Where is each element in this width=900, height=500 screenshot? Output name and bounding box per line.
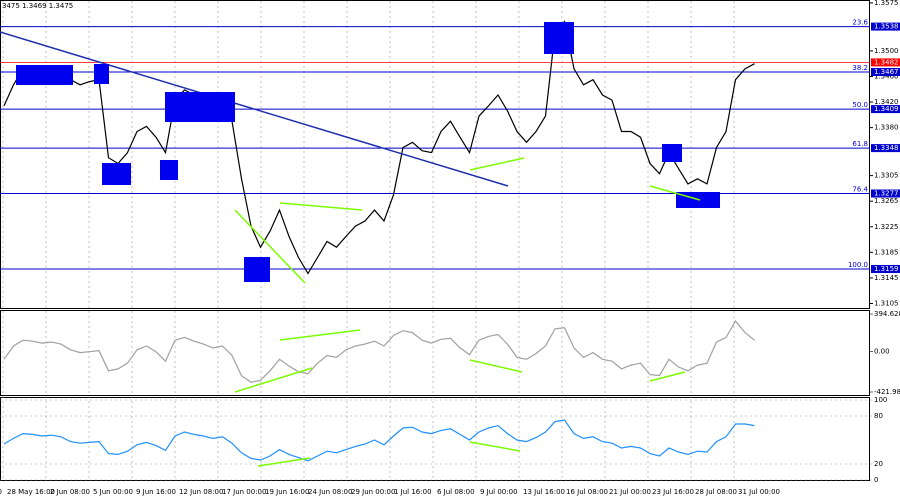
level-label: 76.4 (852, 186, 868, 194)
x-tick-label: 31 Jul 00:00 (738, 488, 780, 496)
x-tick-label: 28 Jul 08:00 (695, 488, 737, 496)
trend-line (0, 31, 509, 187)
divergences (234, 157, 701, 467)
level-label: 50.0 (852, 101, 868, 109)
price-line (3, 20, 755, 275)
y-tick-label: 0.00 (874, 348, 890, 356)
level-price: 1.3277 (874, 190, 899, 198)
level-price-box (871, 189, 900, 198)
x-tick-label: 13 Jul 16:00 (523, 488, 565, 496)
level-price-box (871, 67, 900, 76)
x-tick-label: 21 Jul 00:00 (609, 488, 651, 496)
y-tick-label: 1.3460 (874, 72, 899, 80)
level-price-box (871, 264, 900, 273)
current-price: 1.3482 (874, 58, 899, 66)
x-tick-label: 0 (0, 488, 2, 496)
x-tick-label: 12 Jun 08:00 (179, 488, 223, 496)
current-price-box (871, 58, 900, 67)
zone (244, 257, 270, 282)
divergence-line (279, 202, 363, 211)
x-tick-label: 16 Jul 08:00 (566, 488, 608, 496)
x-tick-label: 9 Jul 00:00 (480, 488, 518, 496)
y-tick-label: 80 (874, 412, 883, 420)
zone (544, 22, 574, 54)
level-label: 38.2 (852, 64, 868, 72)
y-tick-label: 100 (874, 396, 887, 404)
level-label: 61.8 (852, 140, 868, 148)
chart-title: 3475 1.3469 1.3475 (2, 2, 73, 10)
y-tick-label: 1.3225 (874, 223, 899, 231)
y-tick-label: 1.3500 (874, 47, 899, 55)
level-price: 1.3409 (874, 105, 899, 113)
x-tick-label: 23 Jul 16:00 (652, 488, 694, 496)
x-tick-label: 9 Jun 16:00 (136, 488, 176, 496)
y-tick-label: 1.3185 (874, 248, 899, 256)
level-label: 100.0 (848, 261, 868, 269)
y-tick-label: 1.3145 (874, 274, 899, 282)
divergence-line (257, 457, 311, 467)
x-tick-label: 28 May 16:00 (7, 488, 55, 496)
divergence-line (649, 185, 701, 201)
level-price: 1.3159 (874, 265, 899, 273)
y-tick-label: 1.3420 (874, 98, 899, 106)
divergence-line (469, 359, 523, 373)
frame (0, 0, 870, 481)
main-panel (0, 0, 870, 309)
y-tick-label: 394.6289 (874, 310, 900, 318)
y-tick-label: 1.3105 (874, 300, 899, 308)
x-tick-label: 17 Jun 00:00 (222, 488, 266, 496)
cci-line (3, 320, 755, 383)
divergence-line (279, 329, 361, 341)
rsi-line (3, 419, 755, 462)
level-price: 1.3348 (874, 144, 899, 152)
zone (102, 163, 131, 185)
zone (662, 144, 682, 162)
level-label: 23.6 (852, 19, 868, 27)
zone (165, 92, 235, 122)
divergence-line (234, 367, 313, 393)
divergence-line (649, 371, 686, 382)
level-price-box (871, 22, 900, 31)
y-tick-label: 1.3575 (874, 0, 899, 7)
x-tick-label: 29 Jun 00:00 (351, 488, 395, 496)
x-tick-label: 19 Jun 16:00 (265, 488, 309, 496)
y-tick-label: -421.9874 (874, 388, 900, 396)
y-tick-label: 1.3380 (874, 124, 899, 132)
divergence-line (469, 441, 521, 452)
y-tick-label: 20 (874, 460, 883, 468)
level-price: 1.3467 (874, 68, 899, 76)
y-tick-label: 0 (874, 476, 878, 484)
level-price-box (871, 105, 900, 114)
level-price: 1.3538 (874, 23, 899, 31)
divergence-line (469, 157, 525, 171)
x-tick-label: 6 Jul 08:00 (437, 488, 475, 496)
level-price-box (871, 144, 900, 153)
y-tick-label: 1.3305 (874, 172, 899, 180)
zone (160, 160, 178, 180)
annotations (0, 22, 720, 467)
zone (16, 65, 73, 85)
x-tick-label: 5 Jun 00:00 (93, 488, 133, 496)
x-tick-label: 2 Jun 08:00 (50, 488, 90, 496)
divergence-line (234, 209, 306, 284)
rsi-panel (0, 397, 870, 481)
x-tick-label: 24 Jun 08:00 (308, 488, 352, 496)
y-tick-label: 1.3265 (874, 197, 899, 205)
cci-panel (0, 310, 870, 396)
zone (94, 64, 109, 84)
x-tick-label: 1 Jul 16:00 (394, 488, 432, 496)
